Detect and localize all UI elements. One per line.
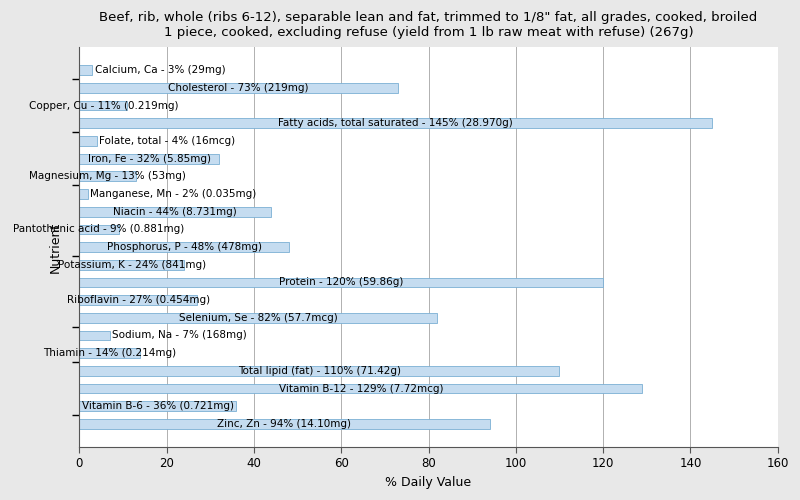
Text: Folate, total - 4% (16mcg): Folate, total - 4% (16mcg) (99, 136, 235, 146)
Bar (79, 154, 219, 164)
Bar (79, 419, 490, 428)
Bar (79, 296, 197, 305)
Text: Riboflavin - 27% (0.454mg): Riboflavin - 27% (0.454mg) (66, 295, 210, 305)
Text: Sodium, Na - 7% (168mg): Sodium, Na - 7% (168mg) (112, 330, 246, 340)
Bar (79, 278, 603, 287)
Bar (79, 260, 184, 270)
Text: Magnesium, Mg - 13% (53mg): Magnesium, Mg - 13% (53mg) (30, 172, 186, 181)
Bar (79, 330, 110, 340)
Text: Phosphorus, P - 48% (478mg): Phosphorus, P - 48% (478mg) (106, 242, 262, 252)
Bar (79, 189, 88, 199)
Y-axis label: Nutrient: Nutrient (49, 222, 62, 272)
Bar (79, 172, 136, 181)
Bar (79, 402, 237, 411)
Bar (79, 366, 559, 376)
Bar (79, 118, 712, 128)
Text: Protein - 120% (59.86g): Protein - 120% (59.86g) (279, 278, 403, 287)
Bar (79, 207, 271, 216)
Bar (79, 101, 127, 110)
Text: Manganese, Mn - 2% (0.035mg): Manganese, Mn - 2% (0.035mg) (90, 189, 257, 199)
Bar (79, 348, 141, 358)
Text: Copper, Cu - 11% (0.219mg): Copper, Cu - 11% (0.219mg) (29, 100, 178, 110)
Text: Pantothenic acid - 9% (0.881mg): Pantothenic acid - 9% (0.881mg) (14, 224, 185, 234)
Bar (79, 83, 398, 93)
Bar (79, 136, 97, 146)
Text: Vitamin B-12 - 129% (7.72mcg): Vitamin B-12 - 129% (7.72mcg) (278, 384, 443, 394)
Text: Niacin - 44% (8.731mg): Niacin - 44% (8.731mg) (114, 206, 238, 216)
Bar (79, 242, 289, 252)
Text: Selenium, Se - 82% (57.7mcg): Selenium, Se - 82% (57.7mcg) (179, 313, 338, 323)
Text: Fatty acids, total saturated - 145% (28.970g): Fatty acids, total saturated - 145% (28.… (278, 118, 513, 128)
Text: Calcium, Ca - 3% (29mg): Calcium, Ca - 3% (29mg) (94, 66, 226, 76)
Title: Beef, rib, whole (ribs 6-12), separable lean and fat, trimmed to 1/8" fat, all g: Beef, rib, whole (ribs 6-12), separable … (99, 11, 758, 39)
Text: Cholesterol - 73% (219mg): Cholesterol - 73% (219mg) (168, 83, 309, 93)
Text: Zinc, Zn - 94% (14.10mg): Zinc, Zn - 94% (14.10mg) (218, 419, 351, 429)
Text: Vitamin B-6 - 36% (0.721mg): Vitamin B-6 - 36% (0.721mg) (82, 401, 234, 411)
Text: Potassium, K - 24% (841mg): Potassium, K - 24% (841mg) (58, 260, 206, 270)
Bar (79, 66, 92, 75)
Text: Thiamin - 14% (0.214mg): Thiamin - 14% (0.214mg) (43, 348, 177, 358)
Text: Total lipid (fat) - 110% (71.42g): Total lipid (fat) - 110% (71.42g) (238, 366, 401, 376)
Bar (79, 224, 118, 234)
Text: Iron, Fe - 32% (5.85mg): Iron, Fe - 32% (5.85mg) (88, 154, 210, 164)
Bar (79, 313, 438, 322)
Bar (79, 384, 642, 394)
X-axis label: % Daily Value: % Daily Value (386, 476, 471, 489)
